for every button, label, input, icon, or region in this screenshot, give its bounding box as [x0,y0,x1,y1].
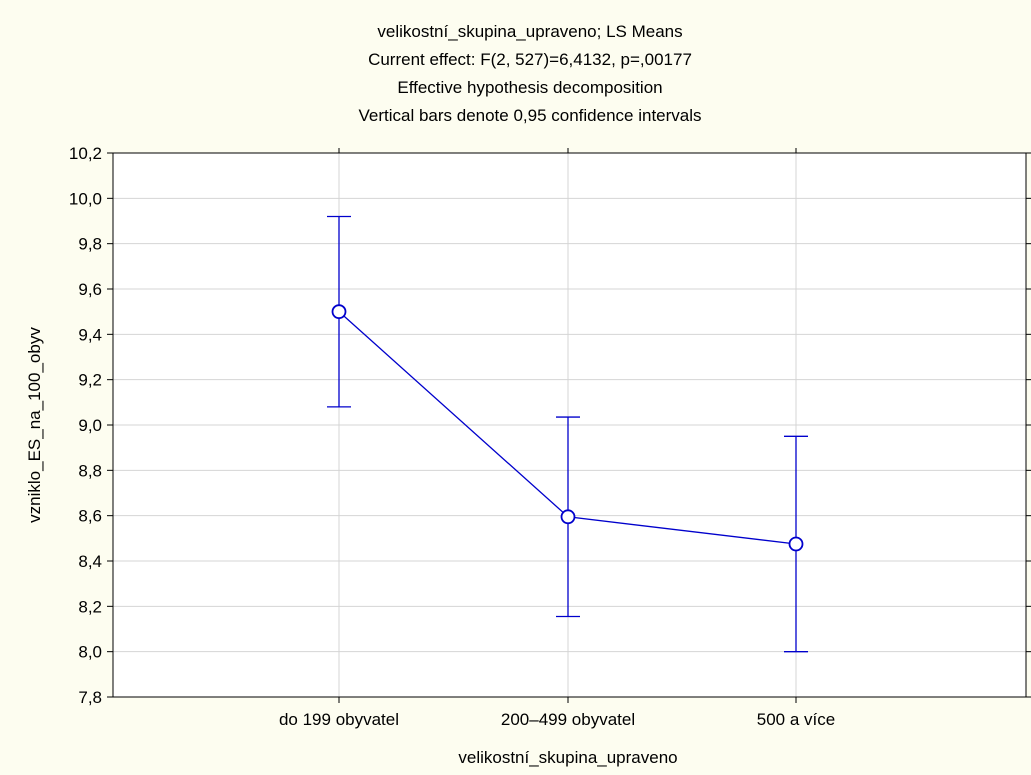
chart-title-line: Vertical bars denote 0,95 confidence int… [358,106,701,125]
y-tick-label: 9,0 [78,416,102,435]
x-tick-label: 500 a více [757,710,835,729]
grid-lines [113,153,1026,697]
chart-title-line: Effective hypothesis decomposition [397,78,662,97]
y-tick-label: 10,2 [69,144,102,163]
y-tick-label: 7,8 [78,688,102,707]
series-group [327,215,808,653]
y-tick-label: 8,2 [78,597,102,616]
x-axis-label: velikostní_skupina_upraveno [458,748,677,767]
chart-title-line: Current effect: F(2, 527)=6,4132, p=,001… [368,50,692,69]
y-tick-label: 8,6 [78,507,102,526]
y-tick-label: 8,8 [78,461,102,480]
y-tick-label: 10,0 [69,189,102,208]
y-tick-label: 8,0 [78,643,102,662]
y-axis-label: vzniklo_ES_na_100_obyv [25,327,44,523]
x-tick-label: do 199 obyvatel [279,710,399,729]
y-tick-label: 9,6 [78,280,102,299]
x-tick-label: 200–499 obyvatel [501,710,635,729]
data-point-marker [331,304,347,320]
data-point-marker [788,536,804,552]
y-tick-label: 8,4 [78,552,102,571]
chart-title-line: velikostní_skupina_upraveno; LS Means [377,22,682,41]
y-tick-label: 9,8 [78,235,102,254]
y-tick-label: 9,2 [78,371,102,390]
data-point-marker [560,509,576,525]
y-axis-ticks: 7,8 8,0 8,2 8,4 8,6 8,8 9,0 9,2 9,4 9,6 9,8 10,0 10,… [69,144,1031,707]
x-axis-ticks: do 199 obyvatel 200–499 obyvatel 500 a víc… [279,148,835,729]
chart-title: velikostní_skupina_upraveno; LS Means Cur… [358,22,701,125]
y-tick-label: 9,4 [78,325,102,344]
